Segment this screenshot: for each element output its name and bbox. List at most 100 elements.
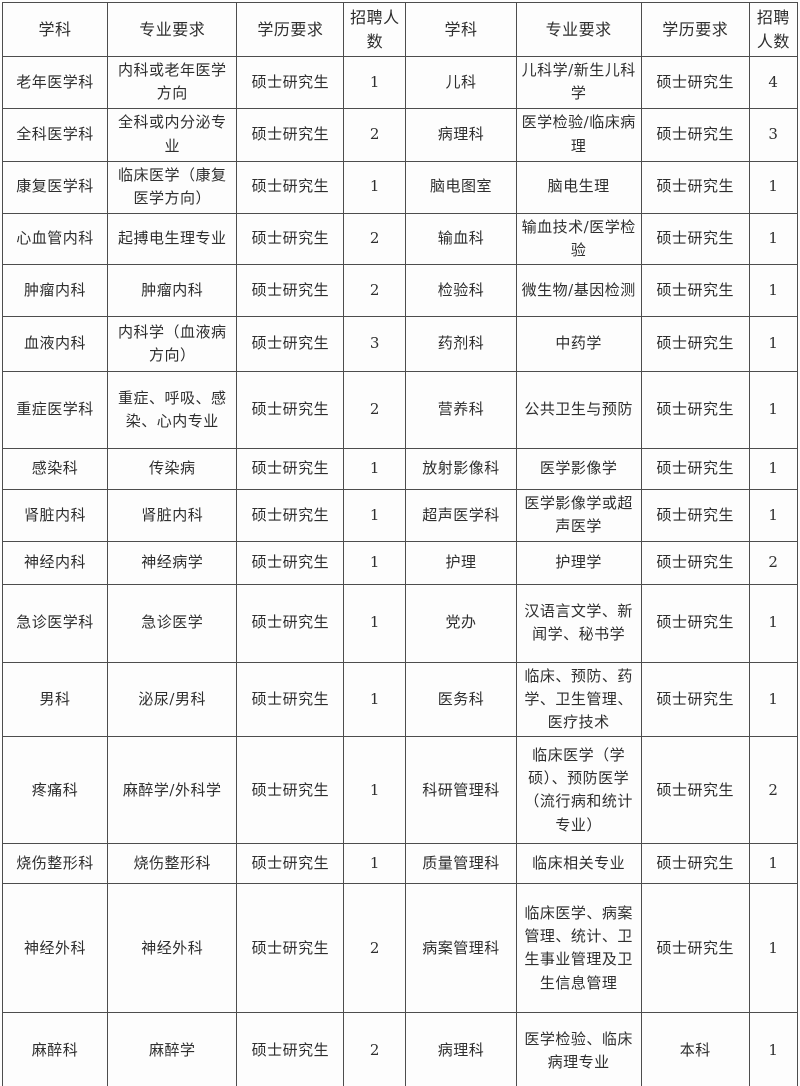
- cell-major: 临床医学（康复医学方向）: [107, 160, 238, 214]
- cell-dept: 放射影像科: [405, 448, 517, 490]
- cell-degree: 本科: [640, 1012, 750, 1086]
- cell-degree: 硕士研究生: [236, 448, 345, 490]
- cell-major: 重症、呼吸、感染、心内专业: [107, 371, 238, 449]
- cell-degree: 硕士研究生: [640, 540, 750, 585]
- cell-major: 中药学: [515, 316, 642, 372]
- cell-major: 临床医学（学硕）、预防医学（流行病和统计专业）: [515, 736, 642, 845]
- table-row: 神经内科 神经病学 硕士研究生 1 护理 护理学 硕士研究生 2: [1, 540, 799, 585]
- cell-dept: 检验科: [405, 264, 517, 317]
- cell-major: 麻醉学: [107, 1012, 238, 1086]
- cell-degree: 硕士研究生: [236, 843, 345, 885]
- header-count-left: 招聘人数: [343, 2, 407, 57]
- cell-degree: 硕士研究生: [236, 736, 345, 845]
- cell-major: 肿瘤内科: [107, 264, 238, 317]
- cell-dept: 超声医学科: [405, 489, 517, 542]
- table-row: 疼痛科 麻醉学/外科学 硕士研究生 1 科研管理科 临床医学（学硕）、预防医学（…: [1, 736, 799, 845]
- cell-degree: 硕士研究生: [640, 264, 750, 317]
- cell-dept: 心血管内科: [1, 212, 109, 265]
- cell-dept: 神经外科: [1, 883, 109, 1014]
- cell-major: 起搏电生理专业: [107, 212, 238, 265]
- cell-dept: 烧伤整形科: [1, 843, 109, 885]
- cell-count: 1: [343, 843, 407, 885]
- table-row: 血液内科 内科学（血液病方向） 硕士研究生 3 药剂科 中药学 硕士研究生 1: [1, 316, 799, 372]
- table-row: 麻醉科 麻醉学 硕士研究生 2 病理科 医学检验、临床病理专业 本科 1: [1, 1012, 799, 1086]
- cell-dept: 男科: [1, 661, 109, 738]
- cell-major: 汉语言文学、新闻学、秘书学: [515, 583, 642, 663]
- table-row: 急诊医学科 急诊医学 硕士研究生 1 党办 汉语言文学、新闻学、秘书学 硕士研究…: [1, 583, 799, 663]
- cell-major: 麻醉学/外科学: [107, 736, 238, 845]
- cell-count: 2: [748, 540, 799, 585]
- cell-degree: 硕士研究生: [236, 160, 345, 214]
- cell-degree: 硕士研究生: [236, 107, 345, 162]
- cell-degree: 硕士研究生: [640, 489, 750, 542]
- cell-count: 1: [748, 489, 799, 542]
- cell-count: 1: [748, 1012, 799, 1086]
- cell-major: 全科或内分泌专业: [107, 107, 238, 162]
- table-row: 全科医学科 全科或内分泌专业 硕士研究生 2 病理科 医学检验/临床病理 硕士研…: [1, 107, 799, 162]
- cell-count: 4: [748, 56, 799, 109]
- cell-degree: 硕士研究生: [236, 316, 345, 372]
- cell-degree: 硕士研究生: [640, 107, 750, 162]
- cell-dept: 科研管理科: [405, 736, 517, 845]
- cell-major: 传染病: [107, 448, 238, 490]
- cell-count: 1: [748, 371, 799, 449]
- cell-dept: 脑电图室: [405, 160, 517, 214]
- cell-count: 1: [748, 160, 799, 214]
- cell-count: 1: [343, 56, 407, 109]
- cell-major: 儿科学/新生儿科学: [515, 56, 642, 109]
- cell-dept: 重症医学科: [1, 371, 109, 449]
- cell-dept: 疼痛科: [1, 736, 109, 845]
- cell-degree: 硕士研究生: [236, 583, 345, 663]
- cell-dept: 肿瘤内科: [1, 264, 109, 317]
- cell-degree: 硕士研究生: [236, 56, 345, 109]
- cell-count: 1: [748, 316, 799, 372]
- cell-major: 急诊医学: [107, 583, 238, 663]
- cell-count: 2: [748, 736, 799, 845]
- cell-dept: 病理科: [405, 107, 517, 162]
- cell-count: 1: [748, 212, 799, 265]
- cell-count: 1: [748, 843, 799, 885]
- cell-major: 医学影像学: [515, 448, 642, 490]
- cell-count: 2: [343, 212, 407, 265]
- cell-degree: 硕士研究生: [640, 883, 750, 1014]
- cell-degree: 硕士研究生: [640, 736, 750, 845]
- cell-major: 神经外科: [107, 883, 238, 1014]
- cell-major: 内科或老年医学方向: [107, 56, 238, 109]
- cell-degree: 硕士研究生: [236, 371, 345, 449]
- table-row: 心血管内科 起搏电生理专业 硕士研究生 2 输血科 输血技术/医学检验 硕士研究…: [1, 212, 799, 265]
- cell-dept: 急诊医学科: [1, 583, 109, 663]
- cell-count: 1: [343, 583, 407, 663]
- cell-count: 1: [343, 489, 407, 542]
- cell-dept: 神经内科: [1, 540, 109, 585]
- cell-dept: 全科医学科: [1, 107, 109, 162]
- cell-degree: 硕士研究生: [236, 1012, 345, 1086]
- cell-major: 医学影像学或超声医学: [515, 489, 642, 542]
- cell-dept: 麻醉科: [1, 1012, 109, 1086]
- cell-major: 内科学（血液病方向）: [107, 316, 238, 372]
- cell-major: 输血技术/医学检验: [515, 212, 642, 265]
- table-row: 男科 泌尿/男科 硕士研究生 1 医务科 临床、预防、药学、卫生管理、医疗技术 …: [1, 661, 799, 738]
- cell-dept: 感染科: [1, 448, 109, 490]
- cell-dept: 输血科: [405, 212, 517, 265]
- table-row: 康复医学科 临床医学（康复医学方向） 硕士研究生 1 脑电图室 脑电生理 硕士研…: [1, 160, 799, 214]
- cell-major: 神经病学: [107, 540, 238, 585]
- cell-count: 2: [343, 371, 407, 449]
- cell-degree: 硕士研究生: [236, 264, 345, 317]
- cell-count: 3: [748, 107, 799, 162]
- cell-dept: 儿科: [405, 56, 517, 109]
- cell-dept: 老年医学科: [1, 56, 109, 109]
- cell-degree: 硕士研究生: [236, 489, 345, 542]
- cell-dept: 质量管理科: [405, 843, 517, 885]
- cell-degree: 硕士研究生: [640, 661, 750, 738]
- table-row: 肿瘤内科 肿瘤内科 硕士研究生 2 检验科 微生物/基因检测 硕士研究生 1: [1, 264, 799, 317]
- cell-count: 1: [343, 736, 407, 845]
- cell-count: 1: [748, 661, 799, 738]
- cell-major: 临床医学、病案管理、统计、卫生事业管理及卫生信息管理: [515, 883, 642, 1014]
- header-major-right: 专业要求: [515, 2, 642, 57]
- cell-dept: 护理: [405, 540, 517, 585]
- table-row: 重症医学科 重症、呼吸、感染、心内专业 硕士研究生 2 营养科 公共卫生与预防 …: [1, 371, 799, 449]
- table-row: 肾脏内科 肾脏内科 硕士研究生 1 超声医学科 医学影像学或超声医学 硕士研究生…: [1, 489, 799, 542]
- cell-count: 1: [343, 160, 407, 214]
- cell-major: 烧伤整形科: [107, 843, 238, 885]
